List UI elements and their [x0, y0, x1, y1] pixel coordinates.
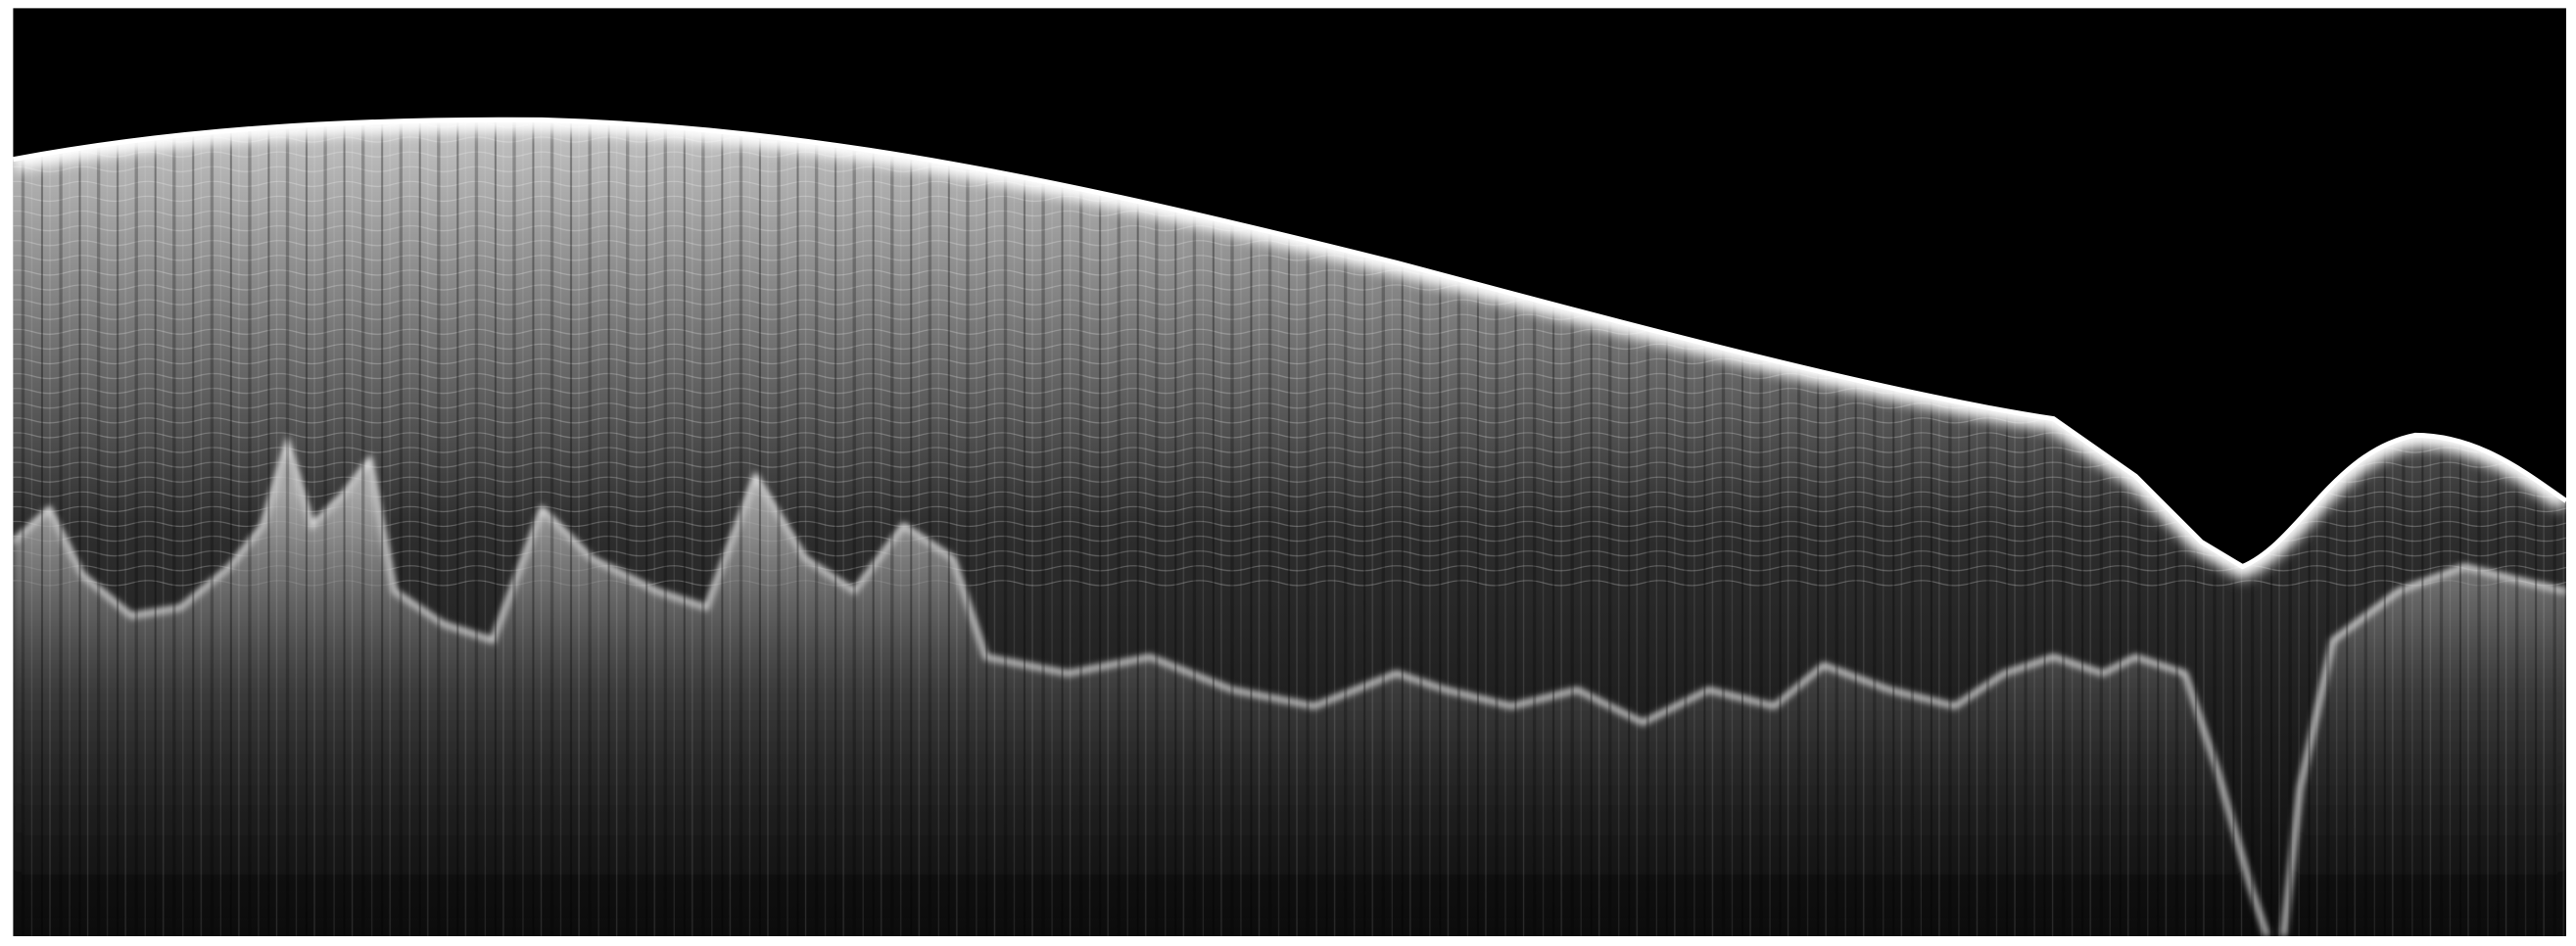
page: {} html, body { margin: 0; padding: 0; b…	[0, 0, 2576, 946]
page-body	[0, 0, 2576, 946]
radargram	[0, 0, 2576, 946]
